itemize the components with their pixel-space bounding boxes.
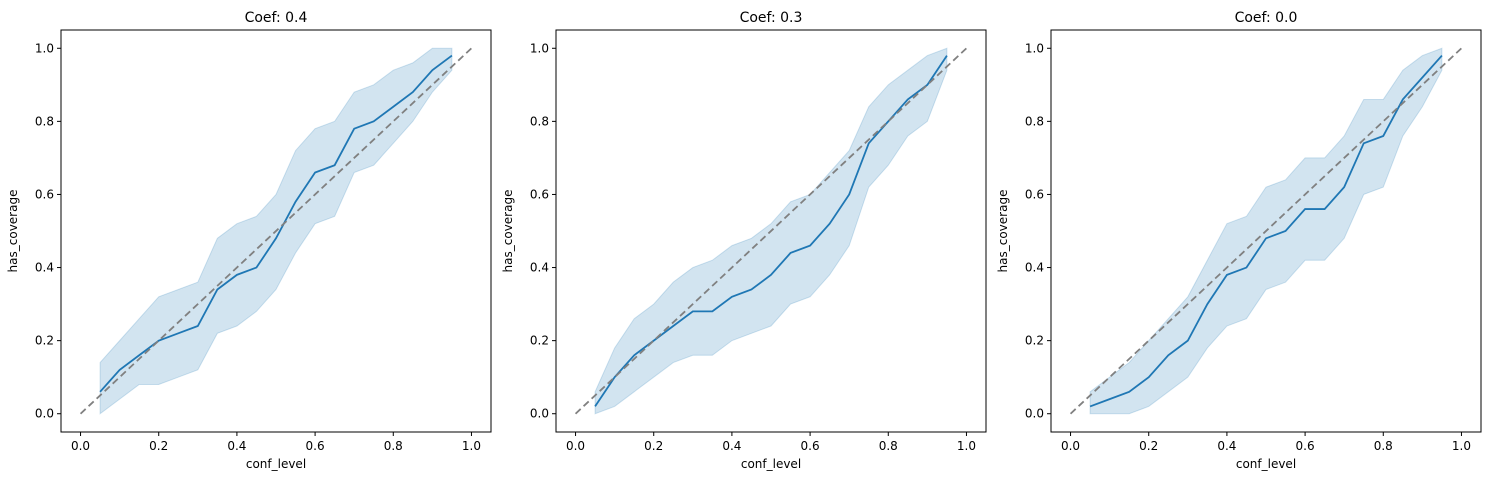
- reference-diagonal-line: [1069, 47, 1463, 415]
- plot-frame: [1050, 29, 1482, 433]
- x-tick-label: 0.6: [801, 439, 820, 453]
- x-tick-label: 0.8: [879, 439, 898, 453]
- x-tick-label: 0.4: [1217, 439, 1236, 453]
- chart-title: Coef: 0.4: [245, 10, 308, 26]
- x-tick-label: 0.8: [1374, 439, 1393, 453]
- mean-line: [1089, 54, 1443, 408]
- plot-frame: [60, 29, 492, 433]
- y-axis-label: has_coverage: [6, 190, 20, 273]
- x-axis-label: conf_level: [1236, 457, 1296, 471]
- x-tick-label: 0.6: [1296, 439, 1315, 453]
- y-tick-label: 0.2: [1025, 334, 1044, 348]
- y-tick-label: 0.8: [35, 114, 54, 128]
- x-tick-label: 0.2: [644, 439, 663, 453]
- y-tick-label: 0.6: [530, 187, 549, 201]
- x-tick-label: 0.6: [306, 439, 325, 453]
- y-tick-label: 0.4: [35, 261, 54, 275]
- reference-diagonal-line: [574, 47, 968, 415]
- x-tick-label: 0.0: [1061, 439, 1080, 453]
- y-tick-label: 0.0: [35, 407, 54, 421]
- subplot-1: 0.0 0.2 0.4 0.6 0.8 1.0 0.0 0.2 0.4 0.6 0.8 1.0 Coef…: [6, 10, 492, 471]
- x-tick-label: 1.0: [1452, 439, 1471, 453]
- x-tick-label: 0.4: [722, 439, 741, 453]
- x-tick-label: 0.4: [227, 439, 246, 453]
- mean-line: [594, 55, 948, 407]
- y-axis-label: has_coverage: [501, 190, 515, 273]
- y-tick-label: 0.8: [530, 114, 549, 128]
- y-tick-label: 0.6: [35, 187, 54, 201]
- y-tick-label: 0.4: [1025, 261, 1044, 275]
- y-axis-label: has_coverage: [996, 190, 1010, 273]
- x-axis-label: conf_level: [741, 457, 801, 471]
- chart-title: Coef: 0.0: [1235, 10, 1298, 26]
- x-tick-label: 0.2: [1139, 439, 1158, 453]
- reference-diagonal-line: [79, 47, 473, 415]
- mean-line: [99, 54, 453, 393]
- chart-title: Coef: 0.3: [740, 10, 803, 26]
- y-tick-label: 0.8: [1025, 114, 1044, 128]
- y-tick-label: 0.6: [1025, 187, 1044, 201]
- y-tick-label: 0.4: [530, 261, 549, 275]
- subplot-3: 0.0 0.2 0.4 0.6 0.8 1.0 0.0 0.2 0.4 0.6 0.8 1.0 Coef…: [996, 10, 1482, 471]
- x-tick-label: 1.0: [462, 439, 481, 453]
- x-tick-label: 0.0: [566, 439, 585, 453]
- x-tick-label: 0.2: [149, 439, 168, 453]
- subplot-2: 0.0 0.2 0.4 0.6 0.8 1.0 0.0 0.2 0.4 0.6 0.8 1.0 Coef…: [501, 10, 987, 471]
- y-tick-label: 1.0: [1025, 41, 1044, 55]
- x-tick-label: 0.0: [71, 439, 90, 453]
- x-axis-label: conf_level: [246, 457, 306, 471]
- x-tick-label: 1.0: [957, 439, 976, 453]
- x-tick-label: 0.8: [384, 439, 403, 453]
- y-tick-label: 0.0: [530, 407, 549, 421]
- y-tick-label: 0.0: [1025, 407, 1044, 421]
- y-tick-label: 1.0: [530, 41, 549, 55]
- y-tick-label: 0.2: [35, 334, 54, 348]
- y-tick-label: 1.0: [35, 41, 54, 55]
- y-tick-label: 0.2: [530, 334, 549, 348]
- plot-frame: [555, 29, 987, 433]
